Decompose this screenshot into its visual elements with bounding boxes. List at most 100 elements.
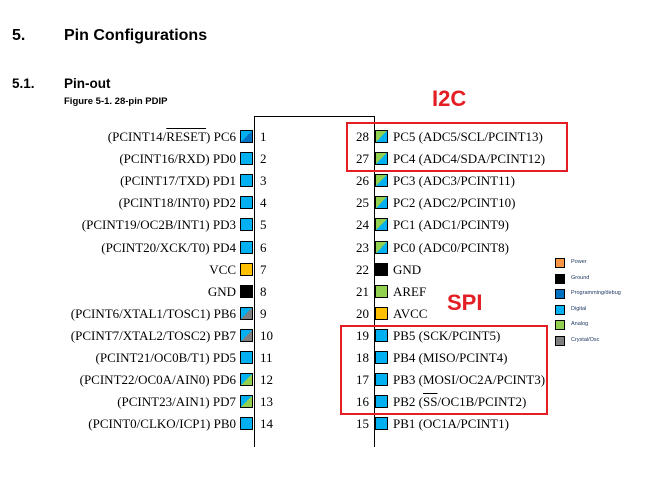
pin-label-text: VCC [209,261,236,277]
pin-13: (PCINT23/AIN1) PD7 13 [0,394,667,410]
pin-label-text: AVCC [393,305,428,321]
spi-label: SPI [447,290,483,315]
pin-number: 27 [356,151,369,167]
pin-number: 5 [260,217,267,233]
pin-number: 26 [356,173,369,189]
pin-26: 26 PC3 (ADC3/PCINT11) [0,173,667,189]
pin-label-text: (PCINT6/XTAL1/TOSC1) PB6 [70,305,236,321]
pin-number: 21 [356,283,369,299]
subsection-title: Pin-out [64,76,111,91]
pin-label: (PCINT18/INT0) PD2 [119,195,236,211]
pin-label: PB1 (OC1A/PCINT1) [393,416,509,432]
pin-label: (PCINT7/XTAL2/TOSC2) PB7 [71,328,236,344]
pin-type-swatch [375,328,388,342]
pin-label: (PCINT14/RESET) PC6 [108,129,236,145]
pin-label-text: (PCINT21/OC0B/T1) PD5 [95,350,236,365]
pin-28: 28 PC5 (ADC5/SCL/PCINT13) [0,129,667,145]
subsection-number: 5.1. [12,76,35,91]
pin-type-swatch [240,417,253,431]
pin-type-swatch [240,328,253,342]
pin-number: 8 [260,283,267,299]
pin-number: 13 [260,394,273,410]
pin-25: 25 PC2 (ADC2/PCINT10) [0,195,667,211]
pin-label-text: (PCINT19/OC2B/INT1) PD3 [81,217,236,233]
legend-label: Analog [571,321,589,327]
overlined-signal: RESET [166,129,207,144]
pin-number: 9 [260,305,267,321]
pin-number: 11 [260,350,273,365]
i2c-highlight-box [346,122,568,172]
pin-label: (PCINT23/AIN1) PD7 [117,394,236,410]
pin-type-swatch [240,284,253,298]
pin-label-text: (PCINT16/RXD) PD0 [119,151,236,167]
pin-19: 19 PB5 (SCK/PCINT5) [0,328,667,344]
pin-27: 27 PC4 (ADC4/SDA/PCINT12) [0,151,667,167]
pin-label-text: GND [393,261,422,277]
pin-label: PB4 (MISO/PCINT4) [393,350,508,366]
pin-label-text: PB1 (OC1A/PCINT1) [393,416,509,432]
pin-label: (PCINT22/OC0A/AIN0) PD6 [80,372,236,388]
pin-22: 22 GND [0,262,667,278]
pin-type-swatch [240,152,253,166]
pin-label: PC4 (ADC4/SDA/PCINT12) [393,151,545,167]
pin-label: (PCINT19/OC2B/INT1) PD3 [82,217,236,233]
i2c-label: I2C [432,86,467,111]
pin-3: (PCINT17/TXD) PD1 3 [0,173,667,189]
pin-type-swatch [375,262,388,276]
pin-number: 3 [260,173,267,189]
pin-label: (PCINT6/XTAL1/TOSC1) PB6 [71,306,236,322]
pin-type-swatch [375,373,388,387]
pin-type-swatch [375,351,388,364]
pin-label: (PCINT0/CLKO/ICP1) PB0 [88,416,236,432]
pin-label-text: PC3 (ADC3/PCINT11) [393,173,515,189]
pin-label-text: (PCINT17/TXD) PD1 [120,173,236,189]
legend-swatch [555,289,565,299]
pin-number: 18 [356,350,369,365]
pin-label-text: PC2 (ADC2/PCINT10) [393,195,516,211]
pin-label-text: ) PC6 [206,129,236,144]
pin-label: AREF [393,284,426,300]
pin-label: (PCINT16/RXD) PD0 [119,151,236,167]
pin-type-swatch [375,284,388,298]
pin-1: (PCINT14/RESET) PC6 1 [0,129,667,145]
pin-type-swatch [240,174,253,188]
pin-4: (PCINT18/INT0) PD2 4 [0,195,667,211]
pin-number: 10 [260,327,273,343]
legend-swatch [555,258,565,268]
legend-swatch [555,335,565,346]
pin-label-text: PB5 (SCK/PCINT5) [393,327,501,343]
pin-number: 15 [356,416,369,432]
pin-20: 20 AVCC [0,306,667,322]
legend-label: Digital [571,305,587,312]
pin-label-text: (PCINT0/CLKO/ICP1) PB0 [88,416,236,432]
chip-body [254,116,375,447]
legend-swatch [555,304,565,315]
pin-type-swatch [240,130,253,143]
pin-number: 25 [356,195,369,211]
pin-type-swatch [240,306,253,320]
pin-number: 1 [260,129,267,144]
pin-label: PB5 (SCK/PCINT5) [393,328,500,344]
pin-number: 6 [260,239,267,255]
legend-swatch [555,320,565,330]
pin-18: 18 PB4 (MISO/PCINT4) [0,350,667,366]
pin-label-text: (PCINT14/ [107,129,167,144]
pin-number: 24 [356,217,369,233]
pin-label-text: AREF [393,283,427,299]
pin-type-swatch [240,373,253,387]
pin-8: GND 8 [0,284,667,300]
overlined-signal: SS [422,394,438,410]
pin-type-swatch [375,240,388,254]
pin-14: (PCINT0/CLKO/ICP1) PB0 14 [0,416,667,432]
pin-type-swatch [240,395,253,409]
pin-label: PB3 (MOSI/OC2A/PCINT3) [393,372,545,388]
pin-number: 16 [356,394,369,410]
pin-type-swatch [240,218,253,232]
pin-number: 2 [260,151,267,167]
pin-12: (PCINT22/OC0A/AIN0) PD6 12 [0,372,667,388]
pin-number: 4 [260,195,267,211]
pin-label-text: PC5 (ADC5/SCL/PCINT13) [393,129,543,144]
section-title: Pin Configurations [64,27,208,44]
pin-label: (PCINT17/TXD) PD1 [120,173,236,189]
pin-label-text: GND [207,283,236,299]
